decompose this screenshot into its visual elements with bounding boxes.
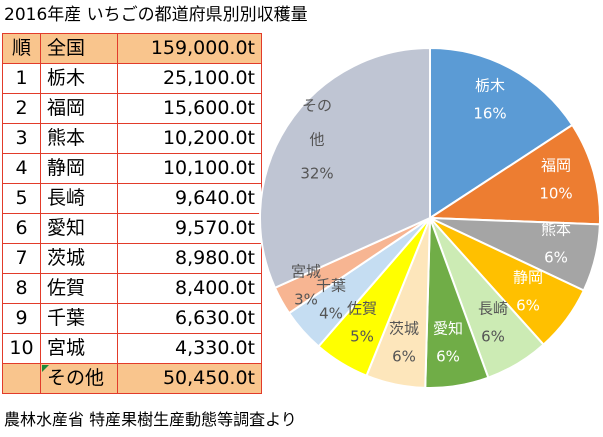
- pie-slice-1: [429, 46, 574, 220]
- row-rank: 9: [2, 303, 41, 334]
- row-value: 10,200.0t: [117, 123, 262, 154]
- slice-pct-label: 6%: [481, 328, 505, 346]
- row-rank: 7: [2, 243, 41, 274]
- slice-pct-label: 10%: [539, 185, 572, 203]
- row-value: 4,330.0t: [117, 333, 262, 364]
- slice-pct-label: 3%: [294, 291, 318, 309]
- slice-name-label: 栃木: [475, 77, 505, 95]
- slice-pct-label: 32%: [300, 165, 333, 183]
- source-note: 農林水産省 特産果樹生産動態等調査より: [4, 410, 297, 429]
- row-name: 栃木: [40, 63, 118, 94]
- chart-title: 2016年産 いちごの都道府県別別収穫量: [4, 5, 308, 25]
- footer-name: その他: [40, 363, 118, 394]
- slice-name-label: 長崎: [478, 300, 508, 318]
- slice-name-label: 熊本: [541, 221, 571, 239]
- row-name: 千葉: [40, 303, 118, 334]
- row-name: 福岡: [40, 93, 118, 124]
- row-name: 長崎: [40, 183, 118, 214]
- pie-slice-11: [259, 46, 431, 290]
- slice-pct-label: 4%: [319, 305, 343, 323]
- ranking-table: 順 全国 159,000.0t 1 栃木 25,100.0t 2 福岡 15,600.0…: [2, 33, 262, 394]
- table-row: 2 福岡 15,600.0t: [2, 93, 262, 124]
- slice-name-label: 千葉: [316, 277, 346, 295]
- row-rank: 5: [2, 183, 41, 214]
- table-row: 5 長崎 9,640.0t: [2, 183, 262, 214]
- row-rank: 1: [2, 63, 41, 94]
- row-value: 25,100.0t: [117, 63, 262, 94]
- slice-name-label: その: [302, 97, 332, 115]
- slice-pct-label: 6%: [516, 297, 540, 315]
- slice-pct-label: 5%: [350, 328, 374, 346]
- row-name: 愛知: [40, 213, 118, 244]
- slice-pct-label: 6%: [544, 249, 568, 267]
- row-name: 熊本: [40, 123, 118, 154]
- slice-name-label: 他: [309, 131, 324, 149]
- slice-name-label: 宮城: [291, 263, 321, 281]
- row-value: 8,980.0t: [117, 243, 262, 274]
- header-value: 159,000.0t: [117, 33, 262, 64]
- footer-rank: [2, 363, 41, 394]
- slice-name-label: 福岡: [541, 157, 571, 175]
- footer-name-label: その他: [47, 367, 105, 389]
- row-name: 静岡: [40, 153, 118, 184]
- slice-name-label: 静岡: [513, 269, 543, 287]
- comment-marker-icon: [42, 365, 49, 372]
- pie-slice-2: [426, 123, 601, 226]
- slice-name-label: 愛知: [433, 320, 463, 338]
- header-name: 全国: [40, 33, 118, 64]
- table-row: 1 栃木 25,100.0t: [2, 63, 262, 94]
- row-value: 8,400.0t: [117, 273, 262, 304]
- table-header-row: 順 全国 159,000.0t: [2, 33, 262, 64]
- table-row: 3 熊本 10,200.0t: [2, 123, 262, 154]
- slice-name-label: 佐賀: [347, 300, 377, 318]
- table-footer-row: その他 50,450.0t: [2, 363, 262, 394]
- slice-pct-label: 16%: [473, 105, 506, 123]
- slice-name-label: 茨城: [389, 320, 419, 338]
- slice-pct-label: 6%: [392, 348, 416, 366]
- table-row: 9 千葉 6,630.0t: [2, 303, 262, 334]
- slice-pct-label: 6%: [436, 348, 460, 366]
- footer-value: 50,450.0t: [117, 363, 262, 394]
- row-rank: 8: [2, 273, 41, 304]
